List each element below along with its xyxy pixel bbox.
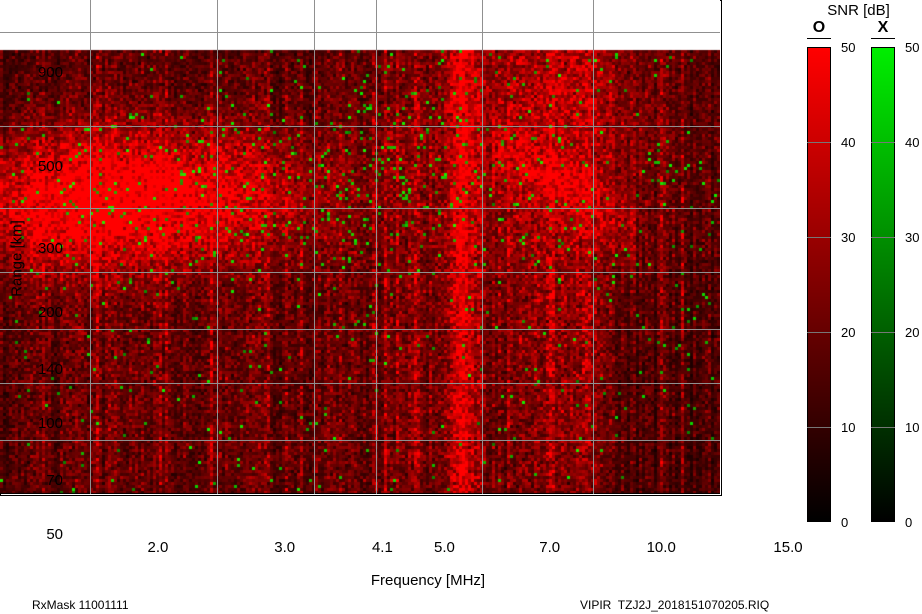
colorbar-o-tick-dash — [807, 332, 831, 333]
x-tick-label: 15.0 — [773, 539, 803, 556]
ionogram-plot-inner — [0, 0, 720, 494]
y-tick-label: 140 — [37, 361, 63, 379]
colorbar-x-tick-label: 30 — [905, 230, 920, 245]
colorbar-o-tick-label: 50 — [841, 40, 856, 55]
y-tick-label: 50 — [46, 526, 63, 543]
colorbar-o-underline — [807, 38, 831, 39]
colorbar-o-letter: O — [812, 19, 826, 36]
colorbar-x-tick-dash — [871, 427, 895, 428]
colorbar-x-tick-label: 0 — [905, 515, 913, 530]
x-axis-title: Frequency [MHz] — [370, 572, 486, 589]
colorbar-o-tick-label: 0 — [841, 515, 849, 530]
y-axis-title: Range [km] — [8, 220, 26, 297]
colorbar-x-tick-dash — [871, 332, 895, 333]
x-tick-label: 3.0 — [274, 539, 296, 556]
x-tick-label: 5.0 — [434, 539, 455, 556]
y-tick-label: 70 — [46, 472, 63, 490]
colorbar-o-tick-label: 40 — [841, 135, 856, 150]
x-axis-tick-labels: 2.0 3.0 4.1 5.0 7.0 10.0 15.0 — [68, 539, 803, 560]
colorbar-x-tick-dash — [871, 142, 895, 143]
ionogram-heatmap — [0, 0, 720, 494]
colorbar-x-tick-label: 10 — [905, 420, 920, 435]
colorbar-o-gradient — [807, 47, 831, 522]
colorbar-x-ticks: 0 10 20 30 40 50 — [871, 41, 922, 529]
rxmask-label: RxMask 11001111 — [32, 598, 129, 612]
x-tick-label: 4.1 — [371, 539, 393, 556]
colorbar-x-tick-label: 50 — [905, 40, 920, 55]
colorbar-o-tick-dash — [807, 142, 831, 143]
colorbar-o-tick-dash — [807, 427, 831, 428]
colorbar-o-tick-label: 20 — [841, 325, 856, 340]
colorbar-x-tick-label: 40 — [905, 135, 920, 150]
y-tick-label: 300 — [37, 239, 63, 257]
colorbar-x-gradient — [871, 47, 895, 522]
x-tick-label: 7.0 — [539, 539, 561, 556]
x-tick-label: 10.0 — [646, 539, 676, 556]
colorbar-x-tick-dash — [871, 237, 895, 238]
colorbar-x-underline — [871, 38, 895, 39]
colorbar-x-letter: X — [877, 19, 889, 36]
y-tick-label: 900 — [37, 64, 63, 82]
x-tick-label: 2.0 — [147, 539, 169, 556]
y-tick-label: 500 — [37, 158, 63, 175]
colorbar-o-tick-dash — [807, 237, 831, 238]
y-axis-tick-labels: 900 500 300 200 140 100 70 50 — [0, 41, 68, 542]
y-tick-label: 100 — [37, 415, 63, 433]
y-tick-label: 200 — [37, 304, 63, 322]
colorbar-x-tick-label: 20 — [905, 325, 920, 340]
colorbar-o-tick-label: 30 — [841, 230, 856, 245]
ionogram-plot — [0, 0, 722, 496]
colorbar-o-ticks: 0 10 20 30 40 50 — [807, 41, 871, 529]
colorbar-o-tick-label: 10 — [841, 420, 856, 435]
colorbar-title: SNR [dB] — [827, 2, 890, 19]
source-file-label: VIPIR TZJ2J_2018151070205.RIQ — [580, 598, 770, 612]
